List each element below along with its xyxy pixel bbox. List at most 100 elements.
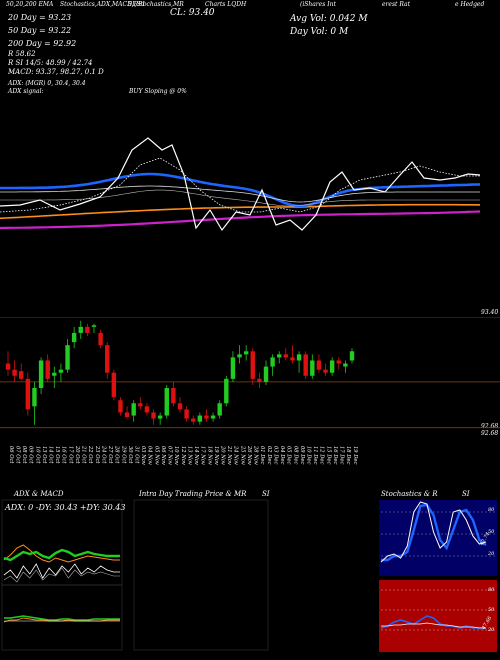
stochastics-panel bbox=[379, 500, 497, 652]
candle-body bbox=[171, 388, 176, 404]
date-tick-label: 07 Nov bbox=[167, 446, 173, 465]
date-tick-label: 24 Nov bbox=[233, 445, 239, 465]
date-tick-label: 17 Nov bbox=[200, 446, 206, 465]
date-tick-label: 17 Dec bbox=[339, 446, 345, 464]
candle-body bbox=[310, 360, 315, 376]
ema20-line bbox=[0, 172, 481, 208]
candle-body bbox=[118, 400, 123, 413]
candle-body bbox=[230, 357, 236, 379]
price-low-label: 92.68 bbox=[481, 423, 499, 430]
candle-body bbox=[316, 360, 322, 370]
date-tick-label: 05 Dec bbox=[286, 446, 292, 464]
date-tick-label: 27 Oct bbox=[107, 445, 113, 464]
candle-body bbox=[204, 415, 209, 419]
day-volume-label: Day Vol: 0 M bbox=[290, 27, 349, 37]
macd-label: MACD: 93.37, 98.27, 0.1 D bbox=[8, 68, 104, 76]
date-tick-label: 09 Oct bbox=[28, 446, 34, 464]
candle-body bbox=[111, 372, 117, 398]
date-axis: 06 Oct 07 Oct 08 Oct 09 Oct 10 Oct 13 Oct 14 O… bbox=[8, 445, 358, 465]
mrsi-line bbox=[381, 622, 486, 629]
candle-body bbox=[217, 403, 222, 416]
date-tick-label: 20 Oct bbox=[74, 445, 80, 464]
candle-body bbox=[277, 354, 282, 358]
intraday-si: SI bbox=[262, 490, 270, 498]
candle-body bbox=[263, 366, 269, 382]
date-tick-label: 24 Oct bbox=[100, 445, 106, 464]
stoch-title: Stochastics & R bbox=[381, 490, 438, 498]
date-tick-label: 06 Oct bbox=[8, 446, 14, 464]
date-tick-label: 12 Nov bbox=[180, 446, 186, 465]
price-low-label-2: 92.68 bbox=[481, 430, 499, 437]
candle-body bbox=[323, 369, 328, 373]
date-tick-label: 26 Nov bbox=[246, 445, 252, 465]
reference-lines bbox=[0, 317, 500, 429]
stoch-level-20: 20 bbox=[488, 551, 495, 557]
date-tick-label: 14 Oct bbox=[47, 446, 53, 464]
candle-body bbox=[157, 415, 163, 419]
macd-line bbox=[4, 615, 120, 621]
date-tick-label: 08 Oct bbox=[21, 446, 27, 464]
candle-body bbox=[98, 332, 103, 346]
stoch-si: SI bbox=[462, 490, 470, 498]
candle-body bbox=[191, 418, 196, 422]
candle-body bbox=[32, 388, 37, 407]
date-tick-label: 21 Oct bbox=[81, 445, 87, 464]
date-tick-label: 18 Nov bbox=[206, 446, 212, 465]
candle-body bbox=[65, 345, 70, 370]
date-tick-label: 10 Nov bbox=[173, 446, 179, 465]
minus-di-line bbox=[3, 563, 120, 579]
header-part: (iShares Int bbox=[300, 1, 336, 8]
bollinger-line bbox=[0, 157, 480, 213]
ema50-line bbox=[0, 203, 481, 220]
date-tick-label: 25 Nov bbox=[239, 445, 245, 465]
date-tick-label: 22 Oct bbox=[87, 445, 93, 464]
candle-body bbox=[45, 360, 50, 379]
adx-label: ADX: (MGR) 0, 30.4, 30.4 bbox=[8, 80, 86, 87]
date-tick-label: 16 Dec bbox=[332, 446, 338, 464]
date-tick-label: 21 Nov bbox=[226, 445, 232, 465]
candle-body bbox=[349, 351, 355, 361]
candle-body bbox=[151, 412, 156, 419]
sma-line bbox=[0, 185, 480, 203]
candle-body bbox=[164, 388, 169, 416]
candle-body bbox=[177, 403, 183, 410]
candle-body bbox=[237, 354, 242, 358]
candle-body bbox=[343, 363, 348, 367]
rsi-level-50: 50 bbox=[488, 607, 495, 613]
adx-readout: ADX: 0 -DY: 30.43 +DY: 30.43 bbox=[5, 503, 126, 512]
date-tick-label: 02 Dec bbox=[266, 446, 272, 464]
date-tick-label: 03 Nov bbox=[140, 446, 146, 465]
candle-body bbox=[138, 403, 143, 407]
candle-body bbox=[144, 406, 150, 413]
candle-body bbox=[210, 415, 216, 419]
date-tick-label: 19 Nov bbox=[213, 446, 219, 465]
candle-body bbox=[336, 360, 341, 364]
rsi-level-80: 80 bbox=[488, 587, 495, 593]
plus-di-line bbox=[3, 548, 120, 562]
adx-macd-frame bbox=[1, 499, 123, 651]
sma-line-2 bbox=[0, 189, 480, 207]
candle-body bbox=[329, 360, 335, 373]
date-tick-label: 03 Dec bbox=[272, 446, 278, 464]
date-tick-label: 10 Oct bbox=[34, 446, 40, 464]
candle-body bbox=[5, 363, 11, 370]
candle-body bbox=[303, 354, 308, 376]
stoch-level-50: 50 bbox=[488, 529, 495, 535]
macd-aux-line bbox=[3, 567, 120, 583]
candle-body bbox=[91, 325, 97, 327]
date-tick-label: 16 Oct bbox=[61, 446, 67, 464]
date-tick-label: 30 Oct bbox=[127, 446, 133, 464]
candle-body bbox=[257, 378, 262, 382]
adx-line bbox=[3, 544, 120, 563]
date-tick-label: 04 Dec bbox=[279, 446, 285, 464]
header-part: 50,20,200 EMA bbox=[6, 1, 54, 8]
candle-body bbox=[105, 345, 110, 373]
candle-body bbox=[290, 357, 295, 361]
candle-body bbox=[224, 378, 229, 404]
candle-body bbox=[283, 354, 289, 358]
header-part: Stochastics,ADX,MACD,RSI bbox=[60, 1, 145, 8]
stoch-level-80: 80 bbox=[488, 507, 495, 513]
date-tick-label: 13 Nov bbox=[186, 446, 192, 465]
candle-body bbox=[250, 351, 255, 379]
